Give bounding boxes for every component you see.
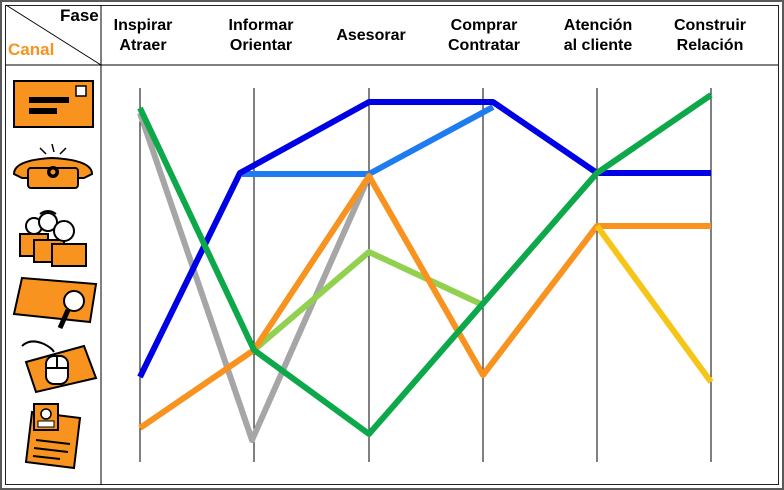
phase-inspirar-label: Inspirar Atraer: [113, 17, 173, 54]
header-fase-label: Fase: [60, 6, 99, 25]
phase-atencion-label: Atención al cliente: [563, 17, 633, 54]
diagram-border: [5, 5, 779, 485]
phase-construir-label: Construir Relación: [674, 17, 746, 54]
gray-line: [137, 112, 372, 443]
phase-informar-label: Informar Orientar: [228, 17, 294, 54]
mouse-icon: [21, 340, 98, 394]
letter-icon: [13, 80, 94, 128]
journey-lines: [137, 92, 714, 443]
orange-line: [138, 173, 711, 431]
light-green-line: [252, 249, 485, 353]
phase-gridlines: [139, 88, 712, 462]
light-blue-line: [242, 104, 495, 177]
header-diagonal: [5, 4, 102, 66]
document-icon: [24, 403, 82, 470]
green-line: [137, 92, 713, 437]
card-search-icon: [12, 276, 98, 330]
telephone-icon: [12, 143, 94, 189]
blue-line: [137, 99, 711, 379]
phase-asesorar-label: Asesorar: [336, 27, 406, 44]
sales-team-icon: [19, 210, 87, 267]
phase-comprar-label: Comprar Contratar: [447, 17, 520, 54]
yellow-line: [594, 224, 714, 384]
header-canal-label: Canal: [8, 40, 55, 59]
